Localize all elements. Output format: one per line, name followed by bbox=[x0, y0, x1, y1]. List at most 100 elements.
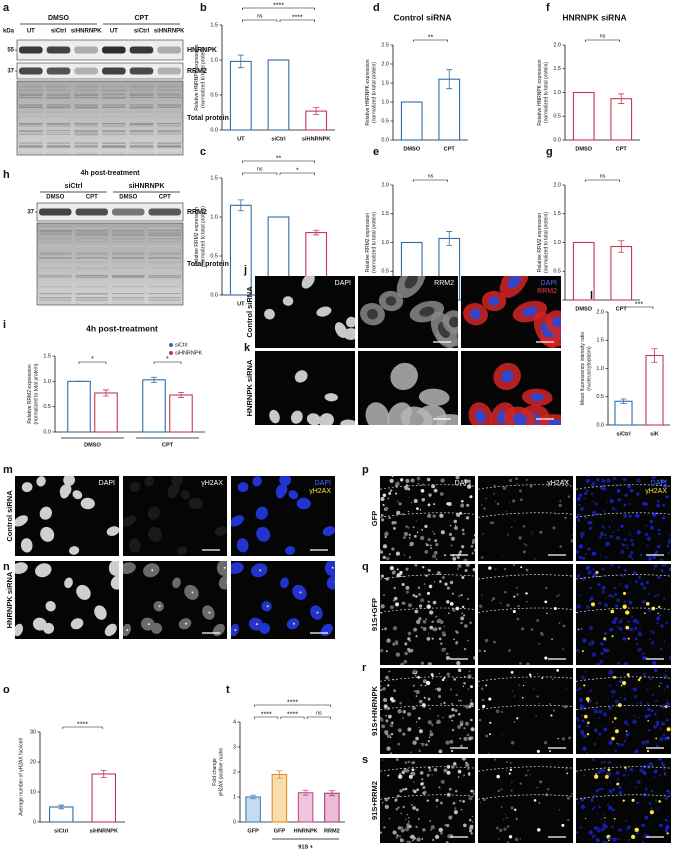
tissue-signal bbox=[653, 769, 658, 774]
tissue-signal bbox=[604, 817, 606, 819]
tissue-signal bbox=[657, 758, 663, 761]
tissue-signal bbox=[429, 707, 431, 710]
tissue-signal bbox=[622, 799, 625, 802]
tissue-signal bbox=[459, 722, 464, 727]
tissue-signal bbox=[397, 742, 401, 746]
tissue-signal bbox=[446, 672, 451, 676]
tissue-signal bbox=[589, 521, 593, 525]
significance-bracket bbox=[279, 19, 315, 22]
tissue-signal bbox=[395, 492, 398, 495]
tissue-signal bbox=[409, 541, 414, 546]
nucleus bbox=[269, 409, 280, 424]
stain-band bbox=[157, 104, 181, 106]
tissue-signal bbox=[617, 778, 620, 781]
tissue-signal bbox=[459, 550, 462, 553]
tissue-signal bbox=[432, 531, 434, 533]
tissue-signal bbox=[518, 536, 522, 540]
tissue-signal bbox=[578, 504, 581, 506]
tissue-signal bbox=[388, 818, 391, 820]
tissue-signal bbox=[454, 789, 458, 793]
tissue-signal bbox=[500, 710, 504, 714]
stain-band bbox=[112, 257, 145, 260]
tissue-signal bbox=[604, 774, 609, 779]
tissue-signal bbox=[427, 662, 432, 665]
tissue-signal bbox=[591, 484, 594, 488]
tissue-signal bbox=[425, 618, 428, 620]
y-tick-label: 1.0 bbox=[381, 240, 389, 246]
tissue-signal bbox=[512, 690, 514, 692]
y-tick-label: 2 bbox=[233, 769, 236, 775]
legend-label: siCtrl bbox=[175, 342, 188, 348]
tissue-signal bbox=[579, 826, 582, 829]
tissue-signal bbox=[649, 519, 653, 524]
panel-letter: d bbox=[373, 2, 380, 14]
layer-boundary bbox=[380, 794, 475, 800]
stain-band bbox=[19, 133, 43, 136]
significance-bracket bbox=[412, 39, 449, 42]
nucleus bbox=[522, 306, 538, 317]
tissue-signal bbox=[512, 499, 516, 503]
tissue-signal bbox=[613, 818, 616, 820]
stain-band bbox=[129, 115, 154, 118]
tissue-signal bbox=[645, 739, 650, 744]
nucleus bbox=[264, 308, 275, 320]
tissue-signal bbox=[382, 687, 386, 691]
tissue-signal bbox=[381, 628, 384, 631]
tissue-signal bbox=[603, 631, 608, 636]
tissue-signal bbox=[612, 507, 615, 510]
stain-band bbox=[39, 299, 72, 301]
tissue-signal bbox=[611, 736, 615, 741]
micrograph bbox=[231, 561, 335, 639]
tissue-signal bbox=[416, 531, 419, 534]
tissue-signal bbox=[413, 790, 417, 794]
tissue-signal bbox=[510, 789, 513, 792]
stain-band bbox=[39, 232, 72, 234]
channel-label: DAPI bbox=[335, 280, 351, 287]
tissue-signal bbox=[637, 631, 642, 635]
tissue-signal bbox=[634, 695, 638, 699]
layer-boundary bbox=[576, 607, 671, 613]
tissue-signal bbox=[489, 733, 491, 736]
stain-band bbox=[19, 152, 43, 154]
y-tick-label: 1.5 bbox=[381, 80, 389, 86]
y-axis-label: (normalized to total protein) bbox=[371, 212, 377, 273]
tissue-signal bbox=[644, 787, 648, 791]
tissue-signal bbox=[661, 516, 666, 520]
tissue-signal bbox=[511, 781, 513, 783]
tissue-signal bbox=[448, 612, 450, 615]
tissue-signal bbox=[565, 688, 567, 690]
tissue-signal bbox=[434, 834, 440, 840]
tissue-signal bbox=[614, 604, 619, 608]
channel-label: DAPI bbox=[651, 480, 667, 487]
tissue-signal bbox=[396, 834, 399, 837]
tissue-signal bbox=[591, 652, 597, 657]
tissue-signal bbox=[603, 526, 606, 529]
tissue-signal bbox=[454, 526, 458, 530]
tissue-signal bbox=[450, 536, 455, 541]
protein-band bbox=[46, 67, 71, 75]
error-bar bbox=[276, 770, 283, 779]
tissue-signal bbox=[588, 699, 592, 703]
stain-band bbox=[102, 146, 126, 149]
stain-band bbox=[75, 302, 108, 304]
stain-band bbox=[157, 130, 181, 132]
tissue-signal bbox=[613, 476, 615, 478]
tissue-signal bbox=[463, 774, 465, 777]
tissue-signal bbox=[659, 774, 661, 777]
tissue-signal bbox=[380, 648, 384, 653]
tissue-signal bbox=[380, 574, 385, 578]
tissue-signal bbox=[621, 618, 624, 620]
significance-bracket bbox=[306, 716, 331, 719]
tissue-signal bbox=[616, 782, 620, 786]
y-tick-label: 0.0 bbox=[596, 422, 604, 428]
tissue-signal bbox=[430, 828, 432, 831]
tissue-signal bbox=[388, 670, 391, 673]
tissue-signal bbox=[452, 714, 455, 717]
tissue-signal bbox=[457, 668, 462, 673]
tissue-signal bbox=[555, 513, 557, 515]
tissue-signal bbox=[455, 693, 458, 697]
stain-band bbox=[148, 230, 181, 231]
tissue-signal bbox=[390, 752, 393, 754]
tissue-signal bbox=[400, 573, 403, 576]
tissue-signal bbox=[457, 712, 461, 716]
